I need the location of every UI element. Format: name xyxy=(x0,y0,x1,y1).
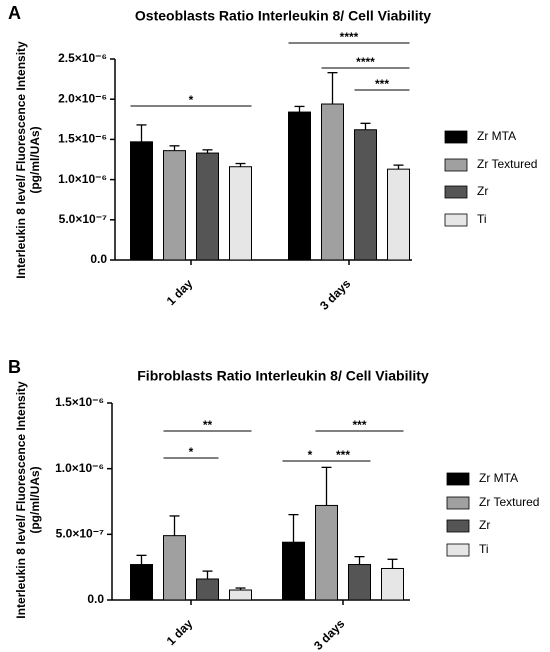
significance-label: * xyxy=(308,448,313,462)
bar xyxy=(229,589,252,601)
bar xyxy=(288,111,311,261)
x-tick-label: 1 day xyxy=(164,276,196,308)
x-tick-label: 3 days xyxy=(317,276,354,313)
y-axis-label: (pg/ml/UAs) xyxy=(28,466,42,533)
bar xyxy=(163,150,186,261)
panel-label: A xyxy=(8,3,21,23)
legend-label: Zr MTA xyxy=(479,471,518,485)
significance-label: ** xyxy=(203,418,213,432)
y-tick-label: 1.5×10⁻⁶ xyxy=(58,132,107,146)
bar xyxy=(381,567,404,601)
bar xyxy=(282,541,305,601)
bar xyxy=(321,103,344,261)
y-axis-label: Interleukin 8 level/ Fluorescence Intens… xyxy=(14,41,28,279)
legend-swatch xyxy=(446,472,470,486)
legend-swatch xyxy=(446,543,470,557)
y-tick-label: 2.0×10⁻⁶ xyxy=(58,91,107,105)
legend-label: Ti xyxy=(479,542,489,556)
y-tick-label: 0.0 xyxy=(87,592,104,606)
y-tick-label: 1.5×10⁻⁶ xyxy=(55,395,104,409)
chart-title: Fibroblasts Ratio Interleukin 8/ Cell Vi… xyxy=(137,368,429,384)
chart-title: Osteoblasts Ratio Interleukin 8/ Cell Vi… xyxy=(135,8,431,24)
bar xyxy=(315,504,338,601)
y-tick-label: 5.0×10⁻⁷ xyxy=(59,212,107,226)
bar xyxy=(354,129,377,261)
legend-label: Zr xyxy=(477,184,488,198)
legend-label: Zr Textured xyxy=(477,157,537,171)
y-tick-label: 0.0 xyxy=(90,252,107,266)
y-axis-label: Interleukin 8 level/ Fluorescence Intens… xyxy=(14,381,28,619)
legend-label: Zr xyxy=(479,518,490,532)
bar xyxy=(387,168,410,261)
significance-label: **** xyxy=(340,30,359,44)
significance-label: *** xyxy=(352,418,366,432)
legend-swatch xyxy=(446,519,470,533)
significance-label: *** xyxy=(375,77,389,91)
y-tick-label: 1.0×10⁻⁶ xyxy=(55,461,104,475)
legend-swatch xyxy=(444,185,468,199)
bar xyxy=(229,166,252,261)
x-tick-label: 3 days xyxy=(311,616,348,652)
x-tick-label: 1 day xyxy=(164,616,196,648)
panel-label: B xyxy=(8,357,21,377)
legend-label: Zr MTA xyxy=(477,129,516,143)
legend-swatch xyxy=(446,496,470,510)
legend-swatch xyxy=(444,130,468,144)
y-axis-label: (pg/ml/UAs) xyxy=(28,126,42,193)
y-tick-label: 5.0×10⁻⁷ xyxy=(56,527,104,541)
legend-swatch xyxy=(444,213,468,227)
significance-label: **** xyxy=(356,55,375,69)
bar xyxy=(163,535,186,601)
bar xyxy=(196,578,219,601)
bar xyxy=(196,152,219,261)
significance-label: * xyxy=(189,93,194,107)
legend-label: Zr Textured xyxy=(479,495,539,509)
significance-label: * xyxy=(189,445,194,459)
bar xyxy=(348,564,371,601)
legend-swatch xyxy=(444,158,468,172)
bar xyxy=(130,141,153,261)
legend-label: Ti xyxy=(477,212,487,226)
y-tick-label: 2.5×10⁻⁶ xyxy=(58,51,107,65)
significance-label: *** xyxy=(336,448,350,462)
bar xyxy=(130,564,153,601)
y-tick-label: 1.0×10⁻⁶ xyxy=(58,172,107,186)
